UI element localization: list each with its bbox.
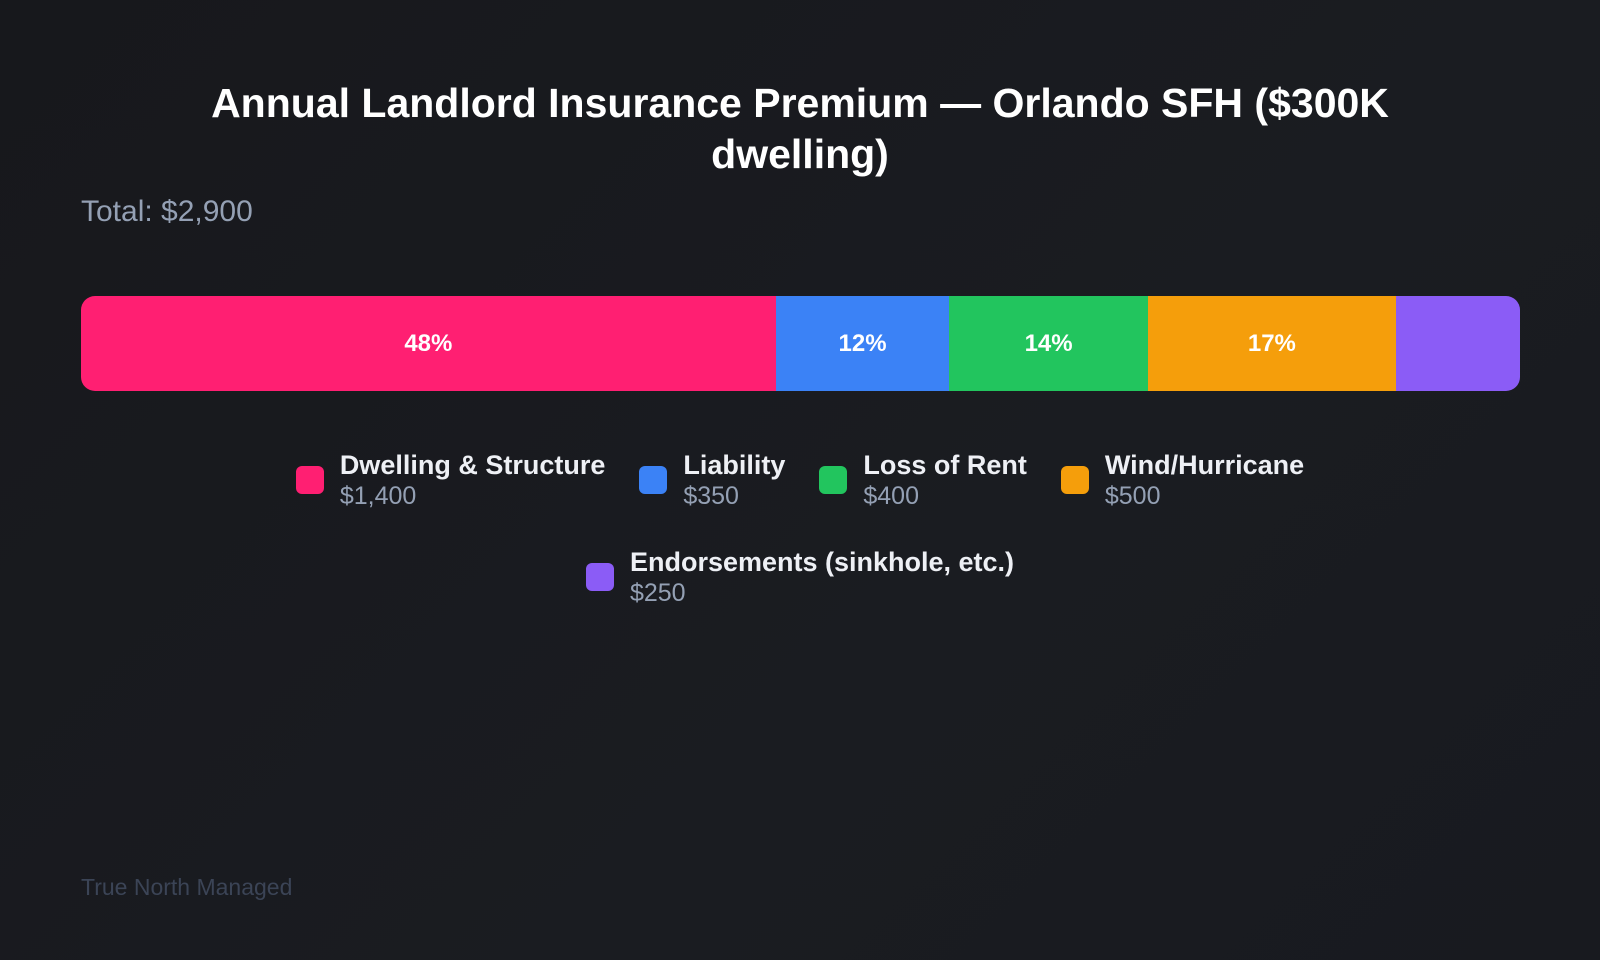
legend-label: Dwelling & Structure <box>339 450 606 480</box>
legend-label: Liability <box>683 450 786 480</box>
legend-item: Wind/Hurricane $500 <box>1060 450 1305 511</box>
legend: Dwelling & Structure $1,400 Liability $350 L… <box>0 450 1600 608</box>
chart-subtitle-total: Total: $2,900 <box>81 195 253 228</box>
legend-item: Liability $350 <box>639 450 785 511</box>
legend-label: Endorsements (sinkhole, etc.) <box>629 547 1015 577</box>
legend-swatch <box>295 466 324 494</box>
legend-item: Loss of Rent $400 <box>819 450 1027 511</box>
footer-brand: True North Managed <box>81 874 293 900</box>
bar-segment-4 <box>1395 296 1520 391</box>
legend-swatch <box>819 466 848 494</box>
legend-value: $350 <box>683 482 739 510</box>
bar-segment-3: 17% <box>1147 296 1396 391</box>
legend-value: $1,400 <box>339 482 417 510</box>
legend-value: $250 <box>629 579 686 607</box>
legend-label: Loss of Rent <box>863 450 1027 480</box>
legend-swatch <box>585 563 614 591</box>
bar-segment-0: 48% <box>81 296 776 391</box>
bar-segment-2: 14% <box>949 296 1148 391</box>
legend-swatch <box>639 466 668 494</box>
legend-value: $400 <box>863 482 919 510</box>
stacked-bar: 48% 12% 14% 17% <box>81 296 1520 391</box>
legend-label: Wind/Hurricane <box>1104 450 1305 480</box>
bar-segment-1: 12% <box>775 296 950 391</box>
legend-swatch <box>1060 466 1089 494</box>
legend-value: $500 <box>1104 482 1161 510</box>
legend-item: Dwelling & Structure $1,400 <box>295 450 606 511</box>
legend-item: Endorsements (sinkhole, etc.) $250 <box>585 547 1015 608</box>
chart-title: Annual Landlord Insurance Premium — Orla… <box>211 80 1389 177</box>
